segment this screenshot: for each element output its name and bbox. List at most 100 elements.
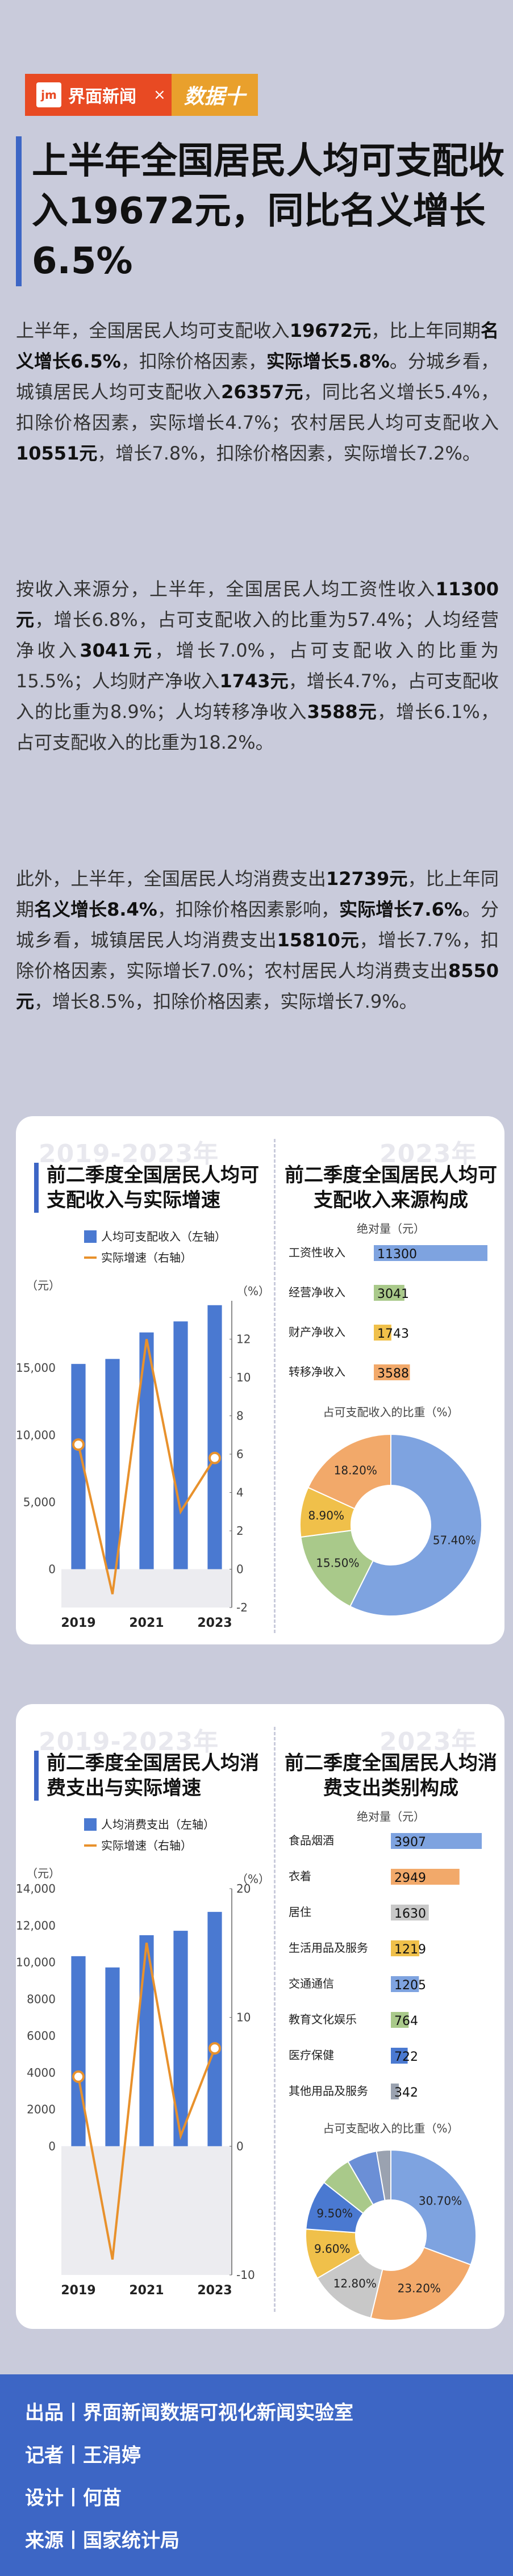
panel-divider <box>274 1139 276 1633</box>
donut-slice <box>390 2149 477 2266</box>
category-bar <box>391 2048 408 2064</box>
legend-bar-label: 人均消费支出（左轴） <box>101 1818 215 1831</box>
right-axis-unit: （%） <box>236 1284 266 1298</box>
right-tick-label: 2 <box>236 1524 244 1538</box>
slice-label: 8.90% <box>308 1509 344 1522</box>
category-bar <box>391 1869 460 1885</box>
category-bar <box>391 2084 399 2099</box>
growth-point <box>208 1451 221 1464</box>
category-value: 1205 <box>394 1978 426 1993</box>
legend-line-label: 实际增速（右轴） <box>101 1839 192 1852</box>
paragraph-3: 此外，上半年，全国居民人均消费支出12739元，比上年同期名义增长8.4%，扣除… <box>16 863 499 1017</box>
category-label: 财产净收入 <box>289 1325 345 1339</box>
paragraph-text: ，增长8.5%，扣除价格因素，实际增长7.9%。 <box>34 991 418 1012</box>
highlight-figure: 15810元 <box>277 929 360 951</box>
left-tick-label: 6000 <box>27 2029 56 2043</box>
paragraph-text: ，增长7.0%，占可支配收入的比重为15.5%；人均财产净收入 <box>16 640 499 692</box>
category-label: 经营净收入 <box>289 1285 345 1299</box>
left-axis-unit: （元） <box>26 1867 60 1880</box>
legend-bar-label: 人均可支配收入（左轴） <box>101 1230 226 1243</box>
paragraph-2: 按收入来源分，上半年，全国居民人均工资性收入11300元，增长6.8%，占可支配… <box>16 574 499 758</box>
jiemian-logo-icon: jm <box>36 82 61 107</box>
negative-area <box>61 1569 232 1608</box>
growth-line <box>77 1942 216 2260</box>
paragraph-text: ，比上年同期 <box>16 868 499 920</box>
brand-cross: × <box>148 74 172 116</box>
highlight-figure: 实际增长5.8% <box>266 350 390 372</box>
paragraph-text: ，比上年同期 <box>371 320 481 341</box>
credit-producer: 出品丨界面新闻数据可视化新闻实验室 <box>25 2402 353 2424</box>
x-tick-label: 2023 <box>197 1616 232 1630</box>
category-value: 1219 <box>394 1943 426 1957</box>
jiemian-name: 界面新闻 <box>68 87 136 107</box>
highlight-figure: 3041元 <box>80 640 155 661</box>
slice-label: 30.70% <box>419 2194 462 2207</box>
paragraph-text: ，增长7.7%，扣除价格因素，实际增长7.0%；农村居民人均消费支出 <box>16 929 499 982</box>
left-tick-label: 0 <box>48 2139 56 2153</box>
consumption-category-donut: 占可支配收入的比重（%） 30.70% 23.20% 12.80% 9.60% 9.50% <box>305 2122 477 2321</box>
watermark-years: 2019-2023年 <box>39 1727 219 1756</box>
category-value: 1630 <box>394 1907 426 1921</box>
legend-bar-swatch <box>84 1818 97 1831</box>
right-axis-unit: （%） <box>236 1872 266 1886</box>
category-label: 生活用品及服务 <box>289 1941 368 1955</box>
consumption-trend-title: 前二季度全国居民人均消费支出与实际增速 <box>34 1751 261 1801</box>
consumption-category-title: 前二季度全国居民人均消费支出类别构成 <box>285 1752 497 1800</box>
paragraph-text: 此外，上半年，全国居民人均消费支出 <box>16 868 326 890</box>
paragraph-text: ，增长6.1%，占可支配收入的比重为18.2%。 <box>16 701 499 753</box>
right-tick-label: 20 <box>236 1882 251 1896</box>
category-label: 衣着 <box>289 1869 311 1883</box>
donut-slice <box>376 2149 391 2202</box>
right-tick-label: -10 <box>236 2268 255 2282</box>
highlight-figure: 11300元 <box>16 578 499 631</box>
category-value: 722 <box>394 2050 418 2064</box>
category-bar <box>374 1285 404 1301</box>
right-tick-label: 10 <box>236 1371 251 1384</box>
panel-divider <box>274 1727 276 2312</box>
bar <box>105 1359 120 1569</box>
category-label: 居住 <box>289 1905 311 1919</box>
highlight-figure: 12739元 <box>326 868 408 890</box>
bar <box>207 1911 222 2147</box>
x-tick-label: 2019 <box>61 1616 95 1630</box>
left-tick-label: 14,000 <box>16 1882 56 1896</box>
paragraph-text: 按收入来源分，上半年，全国居民人均工资性收入 <box>16 578 436 600</box>
left-tick-label: 12,000 <box>16 1919 56 1932</box>
paragraph-text: ，扣除价格因素影响， <box>157 899 340 920</box>
slice-label: 57.40% <box>433 1533 476 1547</box>
donut-slice <box>307 1433 391 1510</box>
income-panel: 2019-2023年 2023年 前二季度全国居民人均可支配收入与实际增速 前二… <box>16 1116 504 1644</box>
highlight-figure: 19672元 <box>289 320 372 341</box>
growth-point <box>72 2070 85 2083</box>
category-bar <box>391 1940 419 1956</box>
category-label: 转移净收入 <box>289 1365 345 1379</box>
category-value: 764 <box>394 2014 418 2028</box>
growth-point <box>208 2042 221 2055</box>
category-value: 2949 <box>394 1871 426 1885</box>
slice-label: 12.80% <box>333 2277 377 2290</box>
paragraph-text: ，增长4.7%，占可支配收入的比重为8.9%；人均转移净收入 <box>16 670 499 723</box>
category-bar <box>374 1245 487 1261</box>
category-bar <box>374 1364 410 1380</box>
highlight-figure: 26357元 <box>221 381 304 403</box>
right-tick-label: 6 <box>236 1447 244 1461</box>
donut-slice <box>370 2247 472 2321</box>
right-tick-label: 8 <box>236 1409 244 1423</box>
bar <box>105 1967 120 2147</box>
donut-slice <box>300 1530 374 1608</box>
left-tick-label: 15,000 <box>16 1361 56 1375</box>
bar <box>173 1321 188 1569</box>
category-label: 教育文化娱乐 <box>289 2013 357 2026</box>
right-tick-label: 0 <box>236 1563 244 1576</box>
category-value: 11300 <box>377 1247 417 1262</box>
partner-logo: 数据十 <box>171 74 258 116</box>
consumption-category-bars: 绝对量（元） 食品烟酒 3907 衣着 2949 居住 1630 生活用品及服务 1219 交通通… <box>289 1810 482 2100</box>
slice-label: 9.50% <box>316 2207 353 2220</box>
left-tick-label: 4000 <box>27 2066 56 2080</box>
income-trend-title: 前二季度全国居民人均可支配收入与实际增速 <box>34 1163 261 1213</box>
x-tick-label: 2023 <box>197 2283 232 2298</box>
left-tick-label: 2000 <box>27 2103 56 2116</box>
income-source-bars: 绝对量（元） 工资性收入 11300 经营净收入 3041 财产净收入 1743 转移净收入 3… <box>289 1222 487 1381</box>
x-tick-label: 2021 <box>129 2283 164 2298</box>
growth-line <box>77 1339 216 1594</box>
